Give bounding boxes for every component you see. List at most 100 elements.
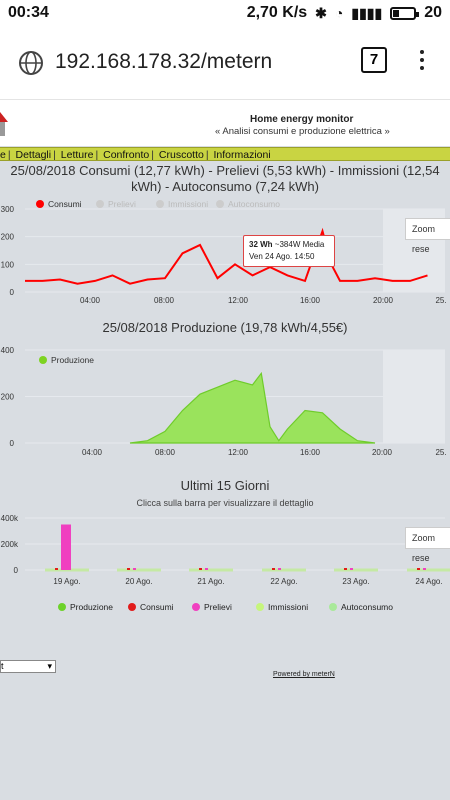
legend3-marker-0 bbox=[58, 603, 66, 611]
legend-marker-3 bbox=[216, 200, 224, 208]
legend-marker-2 bbox=[156, 200, 164, 208]
x-tick-5: 25. bbox=[435, 448, 446, 457]
battery-icon bbox=[390, 6, 420, 20]
x-tick-0: 04:00 bbox=[82, 448, 103, 457]
bar-prelievi-2 bbox=[205, 568, 208, 570]
overflow-menu-button[interactable] bbox=[416, 50, 428, 72]
y-tick-2: 0 bbox=[14, 566, 19, 575]
web-page: Home energy monitor « Analisi consumi e … bbox=[0, 100, 450, 800]
legend3-label-1: Consumi bbox=[140, 602, 174, 612]
y-tick-0: 300 bbox=[1, 205, 15, 214]
legend-marker-produzione bbox=[39, 356, 47, 364]
signal-icon: ▮▮▮▮ bbox=[351, 4, 383, 21]
battery-level: 20 bbox=[424, 4, 442, 21]
chart3-hint: Clicca sulla barra per visualizzare il d… bbox=[136, 498, 314, 508]
x-tick-3: 22 Ago. bbox=[270, 577, 297, 586]
globe-icon bbox=[19, 51, 43, 75]
x-tick-3: 16:00 bbox=[300, 448, 321, 457]
address-bar[interactable]: 192.168.178.32/metern bbox=[55, 50, 273, 73]
browser-toolbar: 192.168.178.32/metern 7 bbox=[0, 28, 450, 100]
x-tick-1: 20 Ago. bbox=[125, 577, 152, 586]
nav-item-0[interactable]: e bbox=[0, 149, 6, 161]
wifi-icon: ◔ bbox=[334, 5, 344, 21]
legend3-marker-4 bbox=[329, 603, 337, 611]
chart3-title: Ultimi 15 Giorni bbox=[180, 478, 270, 493]
x-tick-1: 08:00 bbox=[155, 448, 176, 457]
logo bbox=[0, 112, 8, 136]
bar-prelievi-tall-0 bbox=[61, 524, 71, 570]
site-title: Home energy monitor bbox=[250, 114, 354, 125]
nav-item-cruscotto[interactable]: Cruscotto bbox=[158, 149, 204, 161]
legend3-marker-2 bbox=[192, 603, 200, 611]
legend-label-1: Prelievi bbox=[108, 199, 136, 209]
legend3-label-2: Prelievi bbox=[204, 602, 232, 612]
series-area-produzione bbox=[129, 371, 376, 444]
series-line-consumi bbox=[25, 227, 428, 285]
legend-marker-0 bbox=[36, 200, 44, 208]
x-tick-4: 20:00 bbox=[373, 296, 394, 305]
x-tick-2: 12:00 bbox=[228, 448, 249, 457]
bar-consumi-1 bbox=[127, 568, 130, 570]
last-15-days-chart[interactable]: 400k 200k 0 19 Ago. 20 Ago. 21 Ago. 22 Ago. 23 … bbox=[0, 510, 450, 595]
x-tick-2: 12:00 bbox=[228, 296, 249, 305]
y-tick-3: 0 bbox=[10, 288, 15, 297]
y-tick-2: 100 bbox=[1, 260, 15, 269]
tab-count-button[interactable]: 7 bbox=[361, 47, 387, 73]
bar-consumi-3 bbox=[272, 568, 275, 570]
x-tick-5: 24 Ago. bbox=[415, 577, 442, 586]
x-tick-4: 20:00 bbox=[372, 448, 393, 457]
future-shade bbox=[383, 350, 445, 443]
legend-label-produzione: Produzione bbox=[51, 355, 94, 365]
legend3-marker-1 bbox=[128, 603, 136, 611]
footer-select[interactable]: t ▾ bbox=[0, 660, 56, 673]
zoom-reset-button-2[interactable]: Zoom rese bbox=[405, 527, 450, 563]
y-tick-1: 200 bbox=[1, 233, 15, 242]
bar-consumi-0 bbox=[55, 568, 58, 570]
x-tick-3: 16:00 bbox=[300, 296, 321, 305]
bar-prelievi-4 bbox=[350, 568, 353, 570]
consumi-chart[interactable]: Consumi Prelievi Immissioni Autoconsumo 300 2… bbox=[0, 195, 450, 305]
y-tick-0: 400 bbox=[1, 346, 15, 355]
x-tick-5: 25. bbox=[435, 296, 446, 305]
nav-item-informazioni[interactable]: Informazioni bbox=[213, 149, 271, 161]
tooltip-value: 32 Wh bbox=[249, 240, 273, 249]
nav-item-confronto[interactable]: Confronto bbox=[103, 149, 150, 161]
legend-label-3: Autoconsumo bbox=[228, 199, 280, 209]
legend-marker-1 bbox=[96, 200, 104, 208]
tooltip-time: Ven 24 Ago. 14:50 bbox=[249, 252, 315, 261]
x-tick-0: 04:00 bbox=[80, 296, 101, 305]
y-tick-1: 200k bbox=[1, 540, 19, 549]
footer-select-value: t bbox=[1, 661, 4, 671]
main-nav: e | Dettagli | Letture | Confronto | Cruscot… bbox=[0, 147, 450, 161]
legend3-label-4: Autoconsumo bbox=[341, 602, 393, 612]
y-tick-0: 400k bbox=[1, 514, 19, 523]
status-bar: 00:34 2,70 K/s ✱ ◔ ▮▮▮▮ 20 bbox=[0, 0, 450, 28]
legend3-label-0: Produzione bbox=[70, 602, 113, 612]
nav-item-letture[interactable]: Letture bbox=[60, 149, 94, 161]
y-tick-2: 0 bbox=[10, 439, 15, 448]
powered-by-link[interactable]: Powered by meterN bbox=[273, 671, 335, 678]
bar-prelievi-3 bbox=[278, 568, 281, 570]
zoom-reset-button[interactable]: Zoom rese bbox=[405, 218, 450, 254]
x-tick-0: 19 Ago. bbox=[53, 577, 80, 586]
y-tick-1: 200 bbox=[1, 393, 15, 402]
x-tick-2: 21 Ago. bbox=[197, 577, 224, 586]
nav-item-dettagli[interactable]: Dettagli bbox=[15, 149, 52, 161]
site-header: Home energy monitor « Analisi consumi e … bbox=[0, 100, 450, 146]
legend-label-2: Immissioni bbox=[168, 199, 208, 209]
chart3-legend: Produzione Consumi Prelievi Immissioni Autoc… bbox=[58, 602, 393, 612]
tooltip-detail: ~384W Media bbox=[274, 240, 325, 249]
chevron-down-icon: ▾ bbox=[47, 661, 52, 671]
legend-label-0: Consumi bbox=[48, 199, 82, 209]
bluetooth-icon: ✱ bbox=[315, 4, 327, 21]
bar-prelievi-5 bbox=[423, 568, 426, 570]
chart-tooltip: 32 Wh ~384W Media Ven 24 Ago. 14:50 bbox=[243, 235, 335, 267]
produzione-chart[interactable]: Produzione 400 200 0 04:00 08:00 12:00 16:00 20:… bbox=[0, 340, 450, 470]
status-time: 00:34 bbox=[8, 4, 49, 21]
bar-prelievi-1 bbox=[133, 568, 136, 570]
legend3-marker-3 bbox=[256, 603, 264, 611]
status-speed: 2,70 K/s bbox=[246, 4, 308, 21]
bar-consumi-2 bbox=[199, 568, 202, 570]
chart1-title: 25/08/2018 Consumi (12,77 kWh) - Preliev… bbox=[10, 163, 440, 194]
legend3-label-3: Immissioni bbox=[268, 602, 308, 612]
